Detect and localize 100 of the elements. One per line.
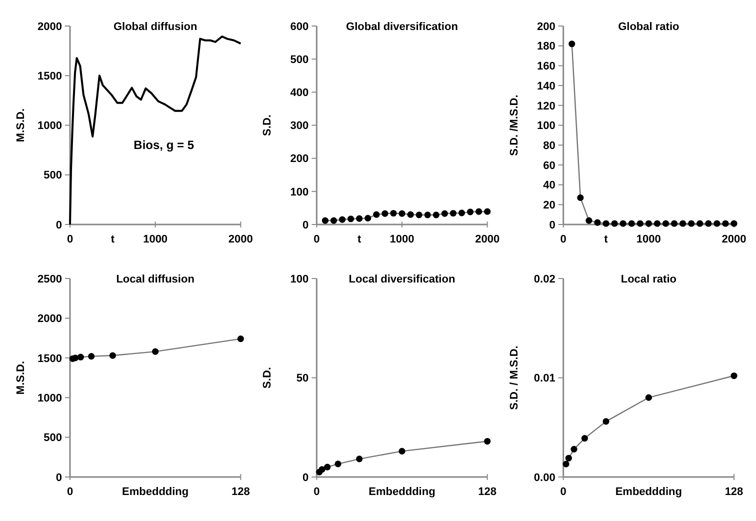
x-axis-title: t: [604, 234, 608, 246]
x-tick-label: 1000: [143, 234, 168, 246]
y-tick-label: 200: [290, 153, 309, 166]
point: [696, 220, 704, 227]
point: [662, 220, 670, 227]
point: [611, 220, 618, 227]
x-tick-label: 1000: [636, 234, 661, 246]
y-tick-label: 500: [290, 54, 309, 66]
y-axis-title: S.D. / M.S.D.: [508, 346, 520, 410]
y-tick-label: 600: [290, 20, 309, 33]
y-tick-label: 0: [56, 472, 62, 484]
y-tick-label: 0: [549, 219, 556, 232]
x-axis-title: Embeddding: [615, 486, 682, 498]
point: [330, 217, 338, 224]
point: [322, 217, 328, 224]
point: [688, 220, 695, 227]
x-tick-label: 0: [560, 486, 566, 498]
x-tick-label: 0: [314, 234, 320, 246]
y-tick-label: 1500: [38, 352, 62, 365]
x-tick-label: 128: [231, 486, 250, 498]
y-tick-label: 0: [302, 472, 309, 484]
point: [602, 418, 610, 425]
x-tick-label: 2000: [228, 234, 253, 246]
y-tick-label: 400: [290, 87, 309, 100]
point: [570, 446, 578, 453]
point: [109, 352, 116, 359]
y-tick-label: 40: [543, 180, 556, 192]
point: [416, 212, 422, 218]
x-axis-title: Embeddding: [368, 486, 436, 498]
y-tick-label: 100: [536, 120, 556, 132]
point: [356, 456, 363, 462]
x-tick-label: 2000: [722, 234, 746, 246]
point: [565, 454, 572, 462]
y-tick-label: 140: [536, 80, 556, 92]
point: [476, 208, 482, 215]
chart-title: Local diffusion: [116, 274, 195, 286]
point: [88, 353, 95, 360]
point: [407, 211, 414, 218]
point: [334, 460, 342, 468]
y-tick-label: 100: [290, 273, 309, 286]
point: [390, 210, 397, 217]
y-tick-label: 2000: [38, 313, 62, 326]
x-tick-label: 0: [314, 486, 320, 498]
y-tick-label: 100: [290, 186, 309, 198]
point: [670, 220, 678, 227]
x-axis-title: t: [357, 234, 362, 246]
y-tick-label: 1000: [38, 120, 62, 132]
chart-title: Global diffusion: [113, 21, 198, 33]
point: [382, 210, 388, 217]
y-tick-label: 0: [302, 219, 309, 232]
y-tick-label: 300: [290, 120, 309, 132]
x-tick-label: 0: [560, 234, 566, 246]
y-tick-label: 2500: [38, 273, 62, 286]
point: [628, 220, 635, 227]
y-tick-label: 1500: [38, 70, 62, 82]
point: [373, 211, 380, 218]
chart-title: Global ratio: [618, 21, 680, 33]
y-tick-label: 500: [44, 170, 62, 182]
annotation: Bios, g = 5: [134, 138, 194, 152]
point: [636, 220, 644, 227]
chart-title: Local ratio: [620, 274, 677, 286]
point: [577, 194, 584, 201]
x-tick-label: 2000: [475, 234, 500, 246]
point: [424, 212, 431, 218]
y-tick-label: 1000: [38, 392, 62, 404]
point: [348, 216, 354, 222]
chart-title: Local diversification: [348, 274, 456, 286]
x-tick-label: 1000: [390, 234, 414, 246]
point: [356, 215, 363, 222]
point: [586, 217, 592, 224]
point: [152, 348, 159, 355]
point: [645, 220, 652, 227]
y-axis-title: S.D.: [262, 114, 274, 136]
point: [620, 220, 626, 227]
y-tick-label: 0.01: [534, 372, 556, 385]
x-axis-title: Embeddding: [122, 486, 189, 498]
x-tick-label: 0: [66, 234, 74, 246]
point: [398, 448, 406, 454]
point: [398, 210, 406, 217]
point: [364, 214, 372, 222]
y-tick-label: 160: [536, 60, 556, 73]
point: [466, 208, 474, 216]
point: [705, 220, 712, 227]
point: [338, 216, 346, 223]
y-tick-label: 180: [536, 40, 556, 53]
y-axis-title: M.S.D.: [15, 108, 27, 142]
point: [458, 210, 466, 216]
point: [680, 220, 686, 227]
y-tick-label: 80: [543, 140, 556, 152]
y-tick-label: 500: [44, 432, 62, 444]
y-tick-label: 120: [536, 100, 556, 112]
y-tick-label: 0: [56, 219, 62, 232]
y-axis-title: M.S.D.: [15, 360, 27, 395]
point: [562, 460, 570, 468]
y-tick-label: 0.02: [534, 273, 556, 286]
point: [594, 219, 601, 226]
point: [72, 354, 79, 362]
point: [714, 220, 720, 227]
y-tick-label: 0.00: [534, 472, 556, 484]
x-tick-label: 128: [478, 486, 497, 498]
